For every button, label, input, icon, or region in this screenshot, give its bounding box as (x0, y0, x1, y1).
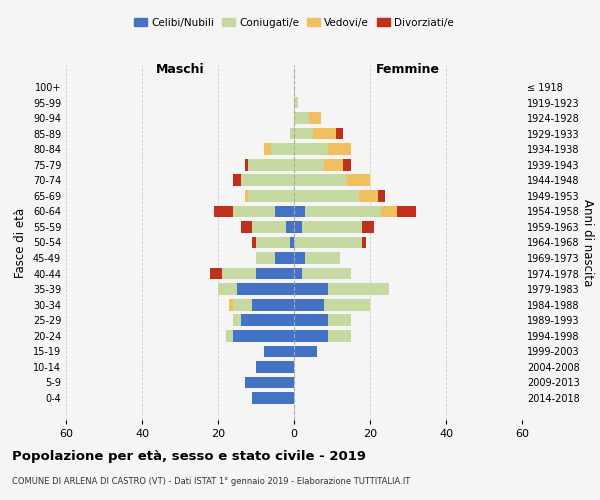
Bar (328, 314, 351, 326)
Bar (263, 144, 271, 155)
Bar (294, 314, 328, 326)
Bar (382, 206, 397, 217)
Bar (290, 236, 294, 248)
Bar (245, 376, 294, 388)
Bar (294, 112, 309, 124)
Bar (359, 190, 377, 202)
Bar (245, 159, 248, 170)
Bar (343, 159, 351, 170)
Bar (252, 236, 256, 248)
Bar (275, 206, 294, 217)
Bar (233, 206, 275, 217)
Bar (328, 284, 389, 295)
Bar (294, 330, 328, 342)
Bar (252, 392, 294, 404)
Bar (211, 268, 222, 280)
Bar (275, 252, 294, 264)
Bar (252, 221, 286, 233)
Bar (347, 174, 370, 186)
Bar (294, 284, 328, 295)
Bar (294, 96, 298, 108)
Legend: Celibi/Nubili, Coniugati/e, Vedovi/e, Divorziati/e: Celibi/Nubili, Coniugati/e, Vedovi/e, Di… (130, 14, 458, 32)
Bar (256, 252, 275, 264)
Bar (294, 190, 359, 202)
Bar (313, 128, 336, 140)
Bar (271, 144, 294, 155)
Bar (302, 221, 362, 233)
Bar (256, 236, 290, 248)
Bar (241, 221, 252, 233)
Bar (294, 236, 362, 248)
Bar (309, 112, 320, 124)
Bar (325, 299, 370, 310)
Bar (294, 252, 305, 264)
Bar (218, 284, 237, 295)
Bar (241, 314, 294, 326)
Bar (294, 206, 305, 217)
Text: Maschi: Maschi (155, 63, 205, 76)
Bar (256, 268, 294, 280)
Bar (252, 299, 294, 310)
Bar (294, 221, 302, 233)
Bar (248, 190, 294, 202)
Bar (233, 314, 241, 326)
Text: Femmine: Femmine (376, 63, 440, 76)
Bar (336, 128, 343, 140)
Bar (222, 268, 256, 280)
Bar (241, 174, 294, 186)
Bar (294, 346, 317, 357)
Bar (286, 221, 294, 233)
Bar (233, 299, 252, 310)
Bar (362, 236, 366, 248)
Bar (294, 268, 302, 280)
Bar (328, 144, 351, 155)
Y-axis label: Anni di nascita: Anni di nascita (581, 199, 593, 286)
Bar (294, 144, 328, 155)
Bar (294, 174, 347, 186)
Bar (305, 252, 340, 264)
Bar (377, 190, 385, 202)
Y-axis label: Fasce di età: Fasce di età (14, 208, 27, 278)
Bar (233, 174, 241, 186)
Bar (294, 159, 325, 170)
Bar (302, 268, 351, 280)
Bar (294, 128, 313, 140)
Bar (290, 128, 294, 140)
Bar (305, 206, 382, 217)
Bar (226, 330, 233, 342)
Bar (294, 299, 325, 310)
Bar (214, 206, 233, 217)
Text: Popolazione per età, sesso e stato civile - 2019: Popolazione per età, sesso e stato civil… (12, 450, 366, 463)
Bar (245, 190, 248, 202)
Bar (256, 361, 294, 373)
Bar (328, 330, 351, 342)
Bar (397, 206, 416, 217)
Bar (229, 299, 233, 310)
Bar (237, 284, 294, 295)
Bar (362, 221, 374, 233)
Bar (248, 159, 294, 170)
Text: COMUNE DI ARLENA DI CASTRO (VT) - Dati ISTAT 1° gennaio 2019 - Elaborazione TUTT: COMUNE DI ARLENA DI CASTRO (VT) - Dati I… (12, 478, 410, 486)
Bar (263, 346, 294, 357)
Bar (233, 330, 294, 342)
Bar (325, 159, 343, 170)
